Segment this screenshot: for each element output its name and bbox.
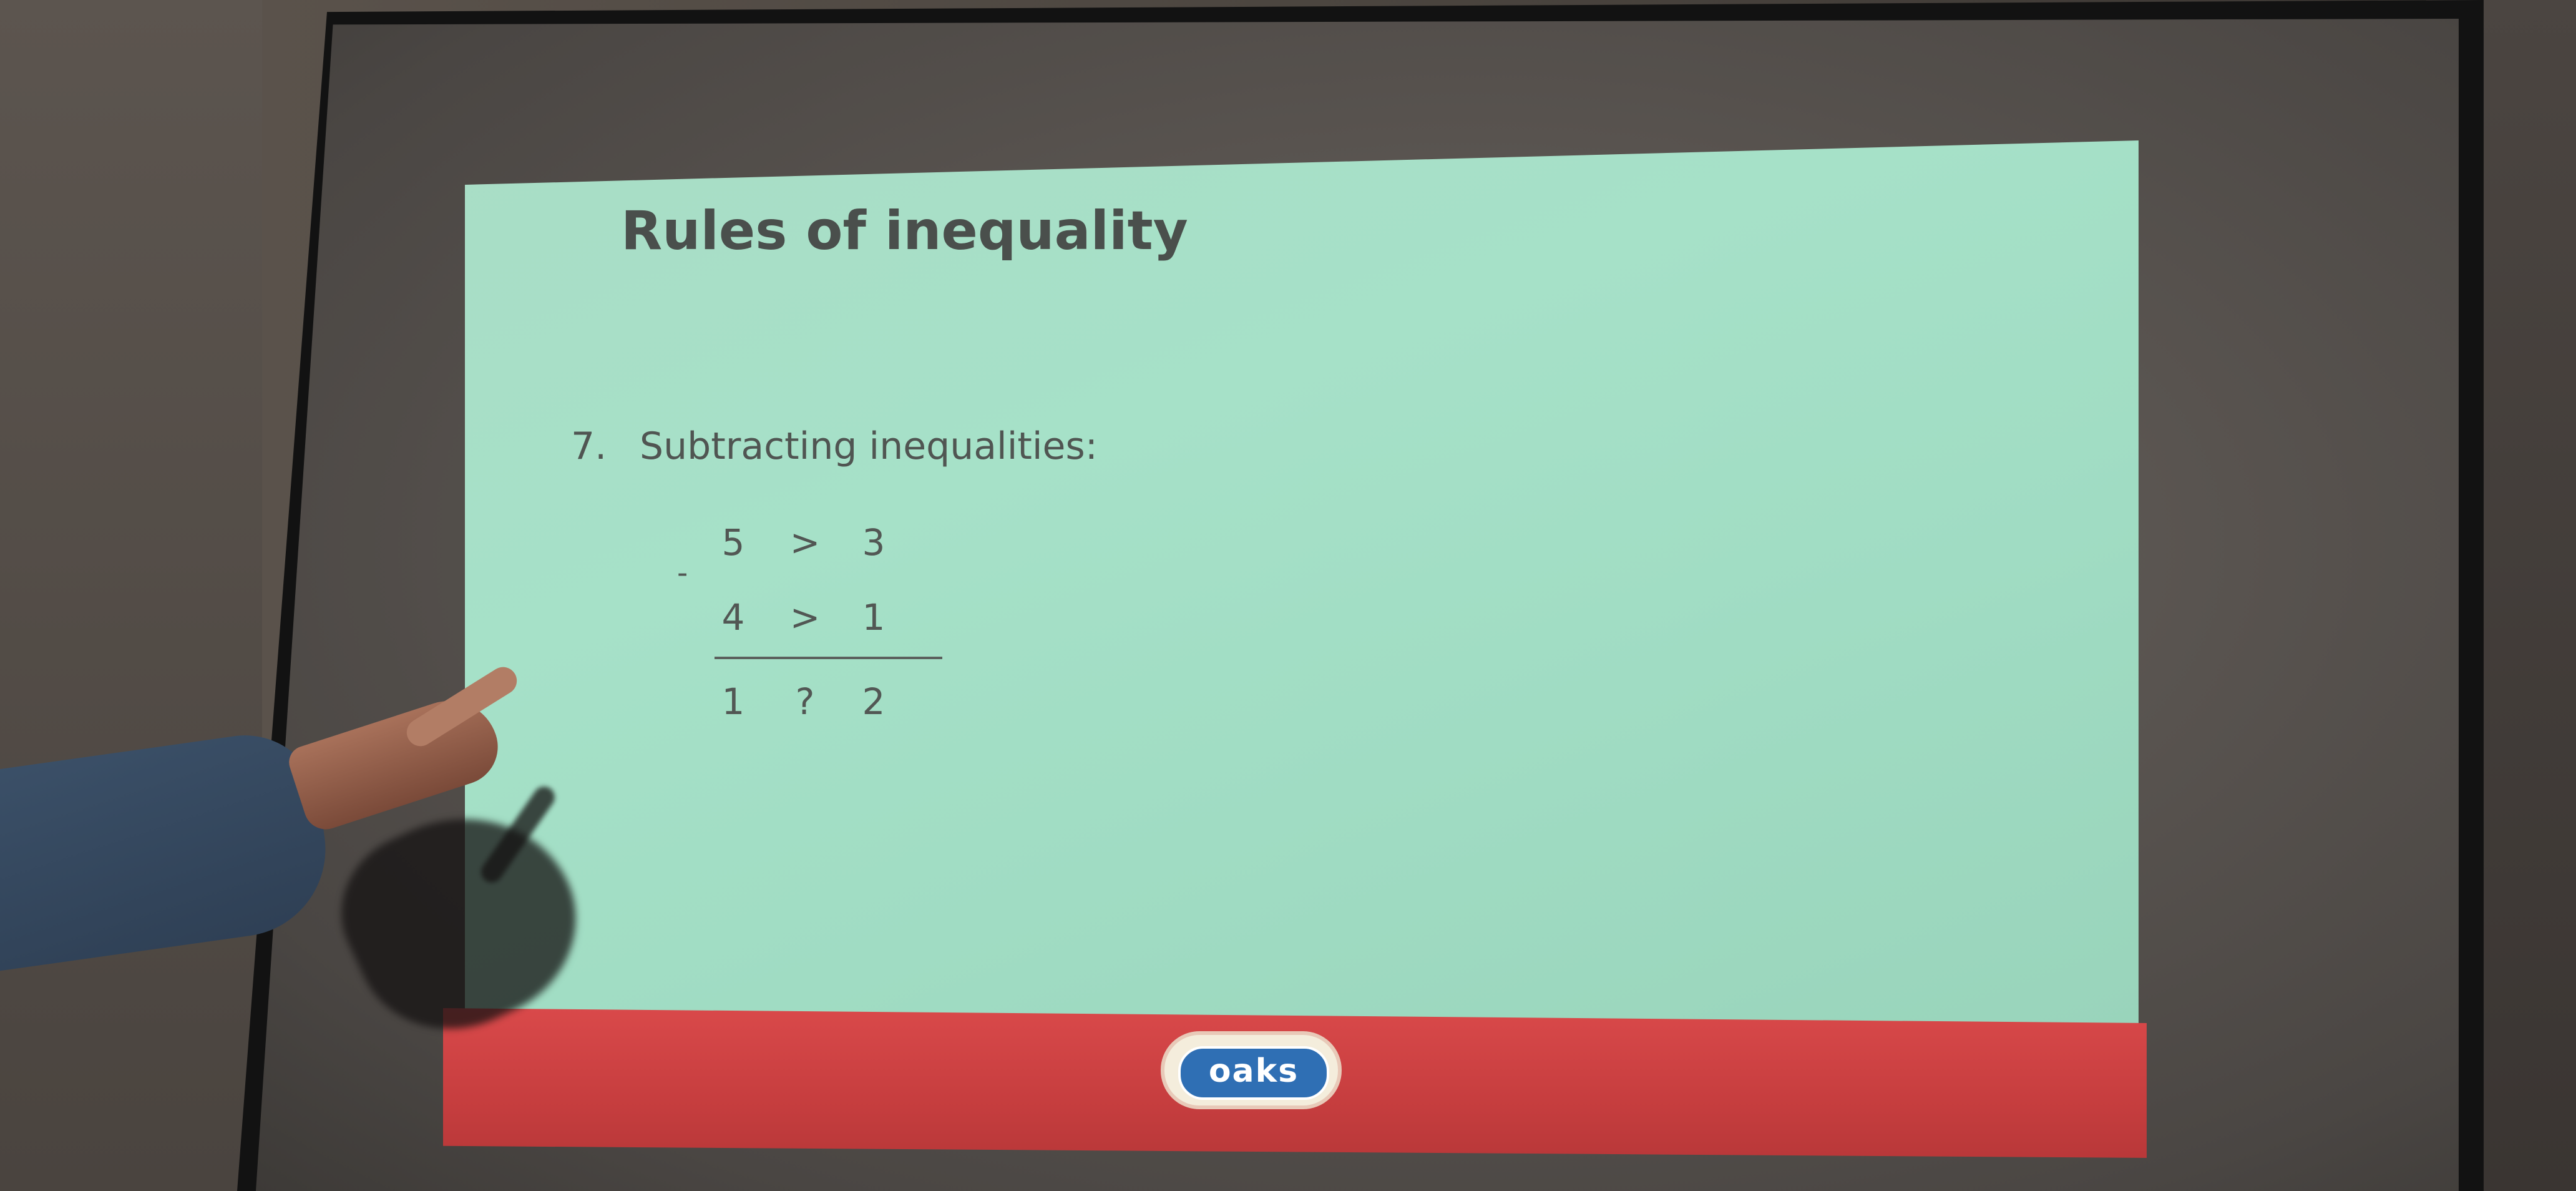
result-right: 2 <box>862 680 886 723</box>
inequality-row-1: 5 > 3 <box>715 521 920 571</box>
row1-operator: > <box>789 521 821 564</box>
row2-operator: > <box>789 596 821 639</box>
slide-title: Rules of inequality <box>621 200 1188 262</box>
minus-sign: - <box>677 556 688 591</box>
projected-slide: Rules of inequality 7. Subtracting inequ… <box>465 140 2139 1027</box>
result-operator: ? <box>795 680 815 723</box>
row2-left: 4 <box>721 596 745 639</box>
oaks-logo: oaks <box>1161 1031 1342 1109</box>
list-item-number: 7. <box>571 424 607 468</box>
list-item-label: Subtracting inequalities: <box>640 424 1098 468</box>
subtraction-example: - 5 > 3 4 > 1 1 ? 2 <box>677 521 942 771</box>
logo-text: oaks <box>1208 1052 1299 1090</box>
wall-left <box>0 0 262 1191</box>
logo-badge: oaks <box>1178 1046 1329 1100</box>
row2-right: 1 <box>862 596 886 639</box>
row1-left: 5 <box>721 521 745 564</box>
result-row: 1 ? 2 <box>715 680 920 730</box>
result-line <box>715 657 942 659</box>
result-left: 1 <box>721 680 745 723</box>
inequality-row-2: 4 > 1 <box>715 596 920 646</box>
row1-right: 3 <box>862 521 886 564</box>
